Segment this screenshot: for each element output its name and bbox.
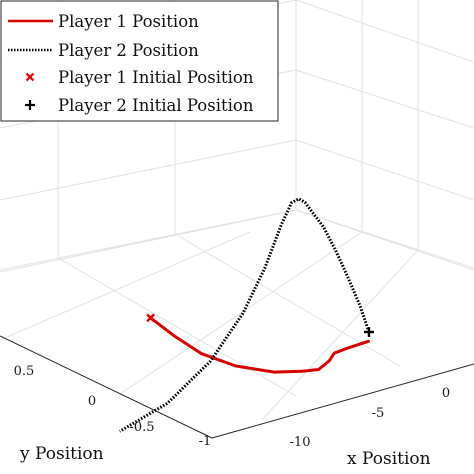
- x-tick-label: 0: [442, 386, 450, 401]
- y-tick-label: -0.5: [129, 420, 154, 435]
- legend-label-player1-initial: Player 1 Initial Position: [58, 68, 254, 87]
- legend-marker-player1-initial: [25, 72, 35, 82]
- axis-lines: [0, 335, 474, 439]
- y-tick-label: -1: [199, 434, 212, 449]
- y-axis-line: [0, 335, 213, 439]
- marker-layer: [146, 313, 374, 338]
- legend-label-player2: Player 2 Position: [58, 41, 199, 60]
- grid-line: [57, 257, 297, 397]
- x-axis-label: x Position: [347, 449, 431, 469]
- axis-ticks: 0.5 0 -0.5 -1 -10 -5 0: [14, 364, 450, 450]
- legend-label-player2-initial: Player 2 Initial Position: [58, 96, 254, 115]
- legend-label-player1: Player 1 Position: [58, 12, 199, 31]
- x-axis-line: [211, 363, 474, 439]
- y-tick-label: 0.5: [14, 364, 35, 379]
- grid-line: [174, 233, 401, 367]
- grid-line: [295, 0, 474, 63]
- series-line-player1: [149, 316, 370, 374]
- grid-line: [295, 69, 474, 129]
- grid-line: [119, 231, 363, 395]
- initial-position-marker-player1: [146, 313, 155, 323]
- series-layer: [119, 197, 371, 433]
- grid-line: [0, 231, 251, 341]
- grid-line: [0, 209, 297, 273]
- grid-line: [0, 139, 297, 201]
- y-tick-label: 0: [88, 394, 96, 409]
- initial-position-marker-player2: [363, 327, 374, 338]
- y-axis-label: y Position: [19, 444, 104, 464]
- legend-marker-player2-initial: [25, 100, 35, 110]
- grid-line: [261, 249, 419, 421]
- grid-line: [295, 209, 474, 271]
- legend: Player 1 Position Player 2 Position Play…: [0, 0, 279, 122]
- grid-line: [295, 139, 474, 201]
- x-tick-label: -10: [290, 435, 311, 450]
- grid-lines: [0, 0, 474, 421]
- x-tick-label: -5: [372, 406, 385, 421]
- series-line-player2: [119, 197, 371, 433]
